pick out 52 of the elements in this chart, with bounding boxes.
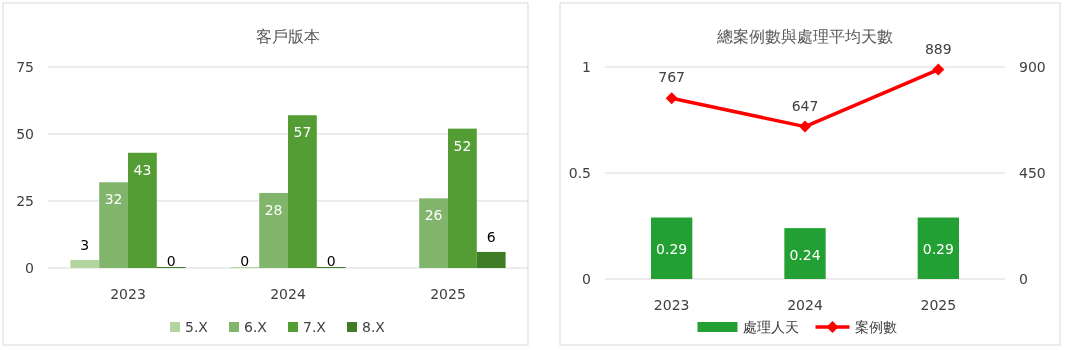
legend-label: 案例數: [854, 319, 897, 335]
x-tick-label: 2024: [270, 286, 306, 302]
y2-tick-label: 900: [1019, 59, 1046, 75]
data-label: 0: [166, 253, 176, 269]
bar: [448, 128, 477, 268]
bar: [259, 192, 288, 268]
y-tick-label: 0.5: [568, 165, 591, 181]
data-label: 767: [658, 69, 686, 86]
x-tick-label: 2023: [653, 297, 690, 313]
y-tick-label: 0: [25, 260, 34, 276]
y-tick-label: 50: [16, 126, 34, 142]
data-label: 3: [80, 236, 90, 253]
x-tick-label: 2025: [920, 297, 957, 313]
point: [932, 63, 945, 76]
legend-label: 8.X: [362, 319, 386, 335]
chart-title: 總案例數與處理平均天數: [716, 27, 893, 46]
y-tick-label: 75: [16, 59, 34, 75]
data-label: 6: [486, 228, 496, 245]
point: [799, 120, 811, 133]
y-tick-label: 1: [582, 59, 591, 75]
data-label: 0.29: [656, 241, 688, 258]
legend-label: 5.X: [185, 319, 209, 335]
point: [665, 92, 678, 105]
bar: [419, 198, 448, 268]
data-label: 0.24: [789, 246, 821, 263]
bar: [99, 182, 128, 268]
data-label: 57: [293, 124, 312, 141]
data-label: 32: [104, 191, 123, 208]
x-tick-label: 2024: [787, 297, 823, 313]
legend-label: 6.X: [244, 319, 268, 335]
bar: [288, 115, 317, 268]
data-label: 647: [791, 97, 819, 114]
x-tick-label: 2023: [110, 286, 146, 302]
bar: [476, 251, 506, 268]
bar: [128, 152, 157, 268]
y2-tick-label: 0: [1019, 271, 1028, 287]
y-tick-label: 25: [16, 193, 34, 209]
data-label: 28: [264, 201, 283, 218]
bar: [70, 259, 100, 268]
data-label: 0.29: [922, 241, 954, 258]
y-tick-label: 0: [582, 271, 591, 287]
data-label: 0: [240, 253, 250, 269]
legend-label: 處理人天: [742, 319, 799, 335]
data-label: 52: [453, 137, 472, 154]
x-tick-label: 2025: [430, 286, 466, 302]
chart-title: 客戶版本: [256, 27, 320, 46]
legend-label: 7.X: [303, 319, 327, 335]
data-label: 889: [924, 40, 952, 57]
data-label: 26: [424, 207, 443, 224]
data-label: 0: [326, 253, 336, 269]
data-label: 43: [133, 161, 152, 178]
y2-tick-label: 450: [1019, 165, 1046, 181]
